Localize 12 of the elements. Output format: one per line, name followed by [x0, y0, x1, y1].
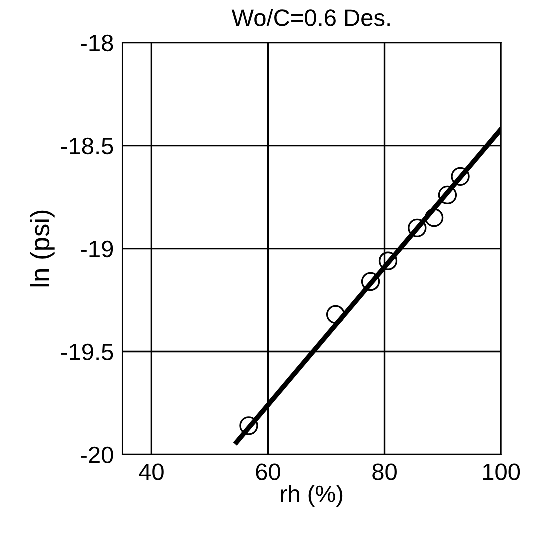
y-tick-label: -18.5: [61, 138, 114, 155]
x-tick-label: 40: [139, 464, 164, 480]
x-axis-title: rh (%): [281, 485, 343, 508]
y-axis-title: ln (psi): [30, 210, 55, 287]
y-tick-label: -18: [81, 34, 114, 52]
y-tick-label: -19.5: [61, 344, 114, 361]
y-tick-label: -19: [81, 240, 114, 258]
x-tick-label: 60: [256, 464, 280, 480]
chart-title: Wo/C=0.6 Des.: [232, 9, 390, 26]
x-tick-label: 100: [483, 464, 520, 480]
x-tick-label: 80: [372, 464, 397, 480]
y-tick-label: -20: [81, 446, 114, 464]
